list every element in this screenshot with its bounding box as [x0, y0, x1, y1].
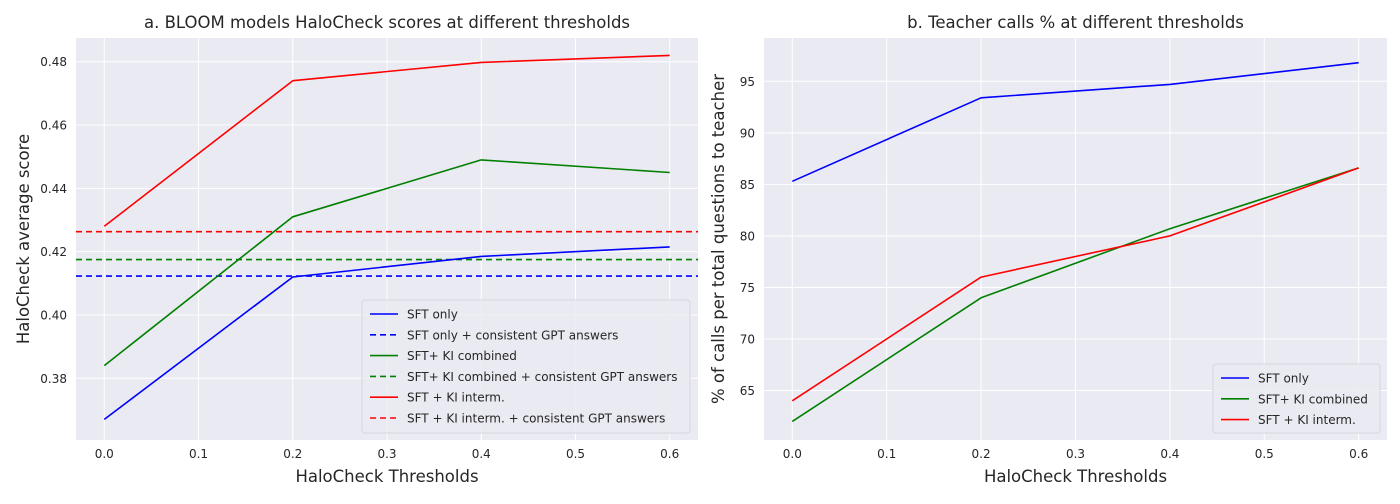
- x-tick-label: 0.4: [1160, 447, 1179, 461]
- x-axis-label: HaloCheck Thresholds: [984, 467, 1167, 486]
- x-tick-label: 0.0: [783, 447, 802, 461]
- legend-label: SFT+ KI combined + consistent GPT answer…: [407, 370, 677, 384]
- x-tick-label: 0.3: [377, 447, 396, 461]
- y-tick-label: 0.46: [40, 119, 67, 133]
- legend-label: SFT+ KI combined: [407, 349, 517, 363]
- y-tick-label: 70: [740, 332, 755, 346]
- x-tick-label: 0.2: [283, 447, 302, 461]
- legend: SFT only SFT+ KI combined SFT + KI interm.: [1212, 363, 1381, 434]
- y-tick-label: 85: [740, 178, 755, 192]
- x-tick-label: 0.5: [1255, 447, 1274, 461]
- series-line-sft-only: [103, 246, 670, 421]
- y-axis-label: HaloCheck average score: [14, 134, 33, 344]
- x-tick-label: 0.6: [660, 447, 679, 461]
- y-tick-label: 90: [740, 126, 755, 140]
- y-tick-label: 65: [740, 384, 755, 398]
- legend-label: SFT only: [1258, 372, 1309, 386]
- y-tick-label: 0.42: [40, 245, 67, 259]
- legend-box: [1212, 363, 1381, 434]
- x-tick-label: 0.5: [566, 447, 585, 461]
- y-tick-label: 0.38: [40, 372, 67, 386]
- legend: SFT only SFT only + consistent GPT answer…: [361, 299, 691, 434]
- legend-label: SFT + KI interm.: [407, 391, 505, 405]
- legend-label: SFT only: [407, 308, 458, 322]
- x-tick-label: 0.1: [877, 447, 896, 461]
- series-line-sft-ki-combined: [103, 159, 670, 367]
- x-tick-label: 0.0: [95, 447, 114, 461]
- legend-box: [361, 299, 691, 434]
- chart-title: b. Teacher calls % at different threshol…: [907, 13, 1244, 32]
- x-tick-label: 0.3: [1066, 447, 1085, 461]
- y-tick-label: 0.40: [40, 308, 67, 322]
- series-line-sft-ki-combined: [791, 167, 1359, 423]
- chart-title: a. BLOOM models HaloCheck scores at diff…: [144, 13, 630, 32]
- x-tick-label: 0.1: [189, 447, 208, 461]
- legend-label: SFT only + consistent GPT answers: [407, 328, 618, 342]
- y-tick-label: 80: [740, 229, 755, 243]
- y-tick-label: 0.44: [40, 182, 67, 196]
- chart-b: 0.0 0.1 0.2 0.3 0.4 0.5 0.6 65 70 75 80 85 90 95 b. Te…: [709, 13, 1387, 486]
- x-tick-label: 0.2: [972, 447, 991, 461]
- y-tick-label: 0.48: [40, 55, 67, 69]
- x-axis-label: HaloCheck Thresholds: [295, 467, 478, 486]
- series-line-sft-only: [791, 61, 1359, 183]
- x-tick-label: 0.4: [472, 447, 491, 461]
- legend-label: SFT + KI interm.: [1258, 413, 1356, 427]
- series-line-sft-ki-interm: [103, 54, 670, 227]
- legend-label: SFT + KI interm. + consistent GPT answer…: [407, 412, 665, 426]
- y-axis-label: % of calls per total questions to teache…: [709, 74, 728, 404]
- x-tick-label: 0.6: [1349, 447, 1368, 461]
- chart-a: 0.0 0.1 0.2 0.3 0.4 0.5 0.6 0.38 0.40 0.42 0.44 0.4…: [14, 13, 698, 486]
- y-tick-label: 95: [740, 75, 755, 89]
- series-line-sft-ki-interm: [791, 167, 1359, 402]
- legend-label: SFT+ KI combined: [1258, 392, 1368, 406]
- y-tick-label: 75: [740, 281, 755, 295]
